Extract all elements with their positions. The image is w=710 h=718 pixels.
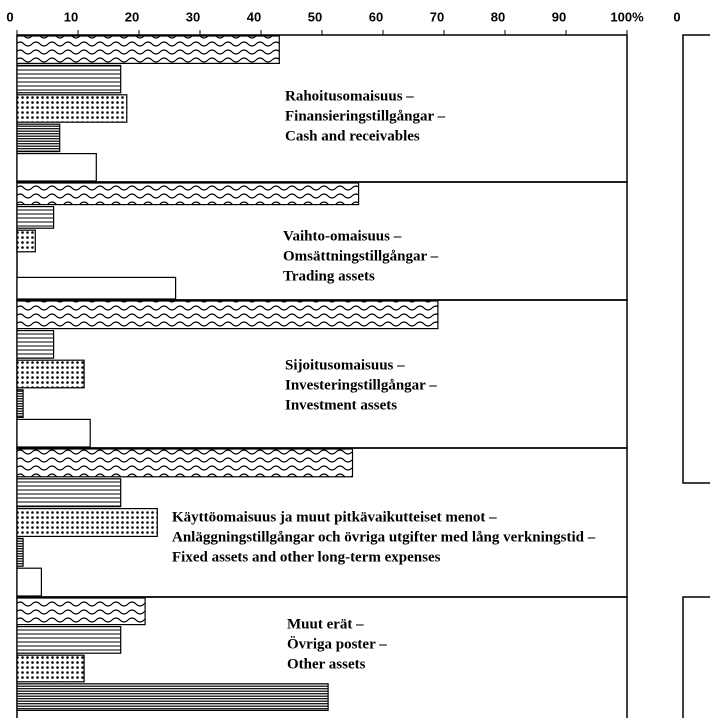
category-label: Fixed assets and other long-term expense… [172,549,441,565]
bar [16,508,158,538]
bar [16,654,85,683]
bar [16,300,439,330]
bar [16,206,55,229]
cropped-chart-frame [682,34,710,718]
x-tick-label: 60 [369,9,383,24]
x-tick-label: 0 [6,9,13,24]
bar [16,418,91,448]
category-label: Muut erät – [287,616,364,632]
bar [16,64,122,94]
bar [16,94,128,123]
category-label: Sijoitusomaisuus – [285,357,405,373]
x-tick-label: 70 [430,9,444,24]
bar [16,182,360,206]
category-label: Trading assets [283,268,375,284]
category-label: Övriga poster – [287,635,387,652]
bar [16,359,85,389]
x-tick-label: 30 [186,9,200,24]
category-label: Finansieringstillgångar – [285,108,446,124]
bar [16,625,122,654]
x-tick-label: 20 [125,9,139,24]
bar [16,35,280,64]
bar [16,330,55,359]
bar [16,567,42,597]
category-label: Investeringstillgångar – [285,377,437,393]
bar [16,448,354,478]
bar [16,683,329,711]
bar [16,597,146,626]
x-tick-label: 80 [491,9,505,24]
category-label: Investment assets [285,397,397,413]
x-tick-label: 10 [64,9,78,24]
category-label: Cash and receivables [285,128,420,144]
category-label: Omsättningstillgångar – [283,248,439,264]
bar [16,478,122,508]
x-tick-label: 90 [552,9,566,24]
category-label: Käyttöomaisuus ja muut pitkävaikutteiset… [172,509,497,525]
category-label: Other assets [287,656,366,672]
x-tick-label: 100% [610,9,644,24]
bar [16,389,24,418]
x-tick-label: 50 [308,9,322,24]
x-tick-label: 40 [247,9,261,24]
category-label: Anläggningstillgångar och övriga utgifte… [172,529,596,545]
bar [16,276,177,300]
bar [16,537,24,567]
category-label: Vaihto-omaisuus – [283,228,402,244]
bar [16,153,97,182]
bar [16,229,36,253]
x-tick-label: 0 [673,9,680,24]
category-label: Rahoitusomaisuus – [285,88,414,104]
bar [16,123,61,153]
